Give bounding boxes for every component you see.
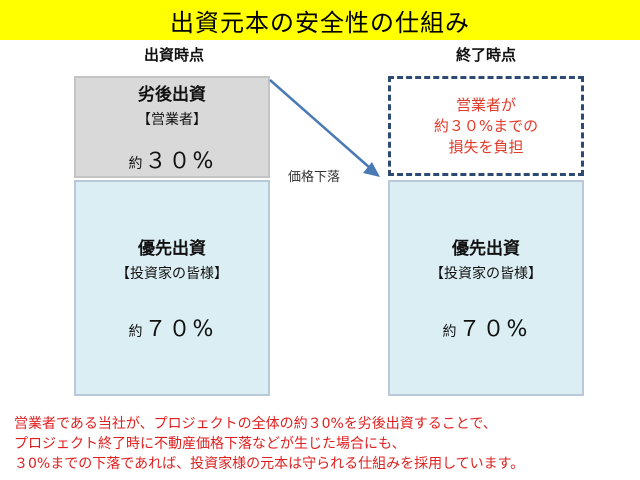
right-senior-percent: ７０%: [458, 316, 530, 342]
loss-line-3: 損失を負担: [448, 137, 524, 156]
left-senior-percent-row: 約７０%: [129, 311, 216, 343]
caption-line-3: ３0%までの下落であれば、投資家様の元本は守られる仕組みを採用しています。: [14, 456, 525, 472]
right-senior-title: 優先出資: [452, 238, 520, 259]
caption-line-1: 営業者である当社が、プロジェクトの全体の約３0%を劣後出資することで、: [14, 416, 497, 432]
left-senior-prefix: 約: [128, 323, 143, 340]
loss-line-1: 営業者が: [455, 95, 516, 114]
left-senior-title: 優先出資: [138, 238, 206, 259]
loss-absorption-box: 営業者が 約３０%までの 損失を負担: [388, 76, 584, 176]
subordinate-percent-row: 約３０%: [129, 143, 216, 175]
subordinate-investment-box: 劣後出資 【営業者】 約３０%: [74, 76, 270, 178]
right-column-header: 終了時点: [455, 46, 516, 64]
title-bar: 出資元本の安全性の仕組み: [0, 0, 640, 40]
subordinate-title: 劣後出資: [138, 84, 206, 105]
subordinate-sub: 【営業者】: [137, 111, 207, 128]
right-senior-sub: 【投資家の皆様】: [430, 265, 542, 282]
left-senior-percent: ７０%: [144, 316, 216, 342]
left-column-header: 出資時点: [143, 46, 204, 64]
page-title: 出資元本の安全性の仕組み: [170, 8, 470, 37]
loss-line-2: 約３０%までの: [433, 116, 539, 135]
left-senior-investment-box: 優先出資 【投資家の皆様】 約７０%: [74, 180, 270, 396]
price-drop-label: 価格下落: [288, 170, 341, 185]
right-senior-prefix: 約: [442, 323, 457, 340]
caption-line-2: プロジェクト終了時に不動産価格下落などが生じた場合にも、: [14, 436, 406, 452]
subordinate-percent: ３０%: [144, 148, 216, 174]
right-senior-investment-box: 優先出資 【投資家の皆様】 約７０%: [388, 180, 584, 396]
right-senior-percent-row: 約７０%: [443, 311, 530, 343]
explanation-caption: 営業者である当社が、プロジェクトの全体の約３0%を劣後出資することで、 プロジェ…: [14, 414, 634, 474]
left-senior-sub: 【投資家の皆様】: [116, 265, 228, 282]
subordinate-prefix: 約: [128, 155, 143, 172]
